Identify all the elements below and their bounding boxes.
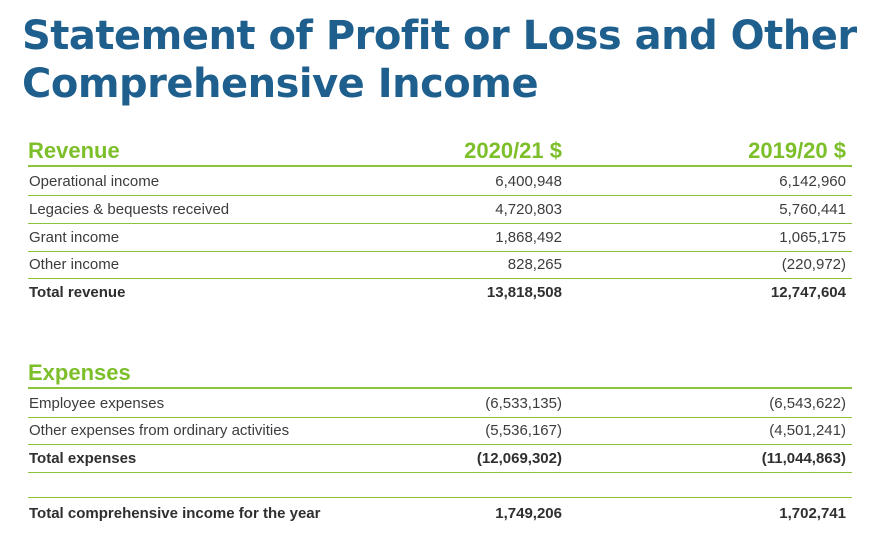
row-label: Other expenses from ordinary activities xyxy=(29,422,290,439)
total-revenue-row: Total revenue 13,818,508 12,747,604 xyxy=(28,279,852,306)
table-row: Operational income 6,400,948 6,142,960 xyxy=(28,168,852,196)
row-label: Legacies & bequests received xyxy=(29,201,230,218)
total-expenses-label: Total expenses xyxy=(29,450,137,467)
total-comprehensive-income-label: Total comprehensive income for the year xyxy=(29,505,321,522)
total-expenses-previous: (11,044,863) xyxy=(761,450,846,467)
total-revenue-label: Total revenue xyxy=(29,284,126,301)
page-title: Statement of Profit or Loss and Other Co… xyxy=(22,13,857,107)
column-header-current: 2020/21 $ xyxy=(464,138,562,163)
table-row: Employee expenses (6,533,135) (6,543,622… xyxy=(28,390,852,418)
total-revenue-current: 13,818,508 xyxy=(486,284,562,301)
row-value-previous: 1,065,175 xyxy=(779,229,846,246)
total-comprehensive-income-previous: 1,702,741 xyxy=(779,505,846,522)
row-label: Operational income xyxy=(29,173,160,190)
table-row: Other expenses from ordinary activities … xyxy=(28,417,852,445)
row-label: Employee expenses xyxy=(29,395,165,412)
row-value-current: (6,533,135) xyxy=(485,395,562,412)
total-comprehensive-income-row: Total comprehensive income for the year … xyxy=(28,500,852,527)
row-value-current: 6,400,948 xyxy=(495,173,562,190)
row-value-previous: (220,972) xyxy=(781,256,846,273)
row-value-current: 4,720,803 xyxy=(495,201,562,218)
total-comprehensive-income-current: 1,749,206 xyxy=(495,505,562,522)
row-value-previous: (6,543,622) xyxy=(769,395,846,412)
table-row: Grant income 1,868,492 1,065,175 xyxy=(28,224,852,252)
total-expenses-row: Total expenses (12,069,302) (11,044,863) xyxy=(28,445,852,473)
revenue-heading: Revenue xyxy=(28,138,120,163)
expenses-header: Expenses xyxy=(28,360,852,389)
row-value-previous: 6,142,960 xyxy=(779,173,846,190)
table-row: Other income 828,265 (220,972) xyxy=(28,251,852,279)
divider xyxy=(28,497,852,498)
row-value-previous: 5,760,441 xyxy=(779,201,846,218)
row-value-current: 828,265 xyxy=(507,256,562,273)
total-expenses-current: (12,069,302) xyxy=(476,450,562,467)
row-value-current: 1,868,492 xyxy=(495,229,562,246)
total-revenue-previous: 12,747,604 xyxy=(770,284,846,301)
row-label: Grant income xyxy=(29,229,120,246)
expenses-heading: Expenses xyxy=(28,360,131,385)
column-header-previous: 2019/20 $ xyxy=(748,138,846,163)
row-value-current: (5,536,167) xyxy=(485,422,562,439)
table-row: Legacies & bequests received 4,720,803 5… xyxy=(28,196,852,224)
row-label: Other income xyxy=(29,256,120,273)
revenue-header: Revenue 2020/21 $ 2019/20 $ xyxy=(28,138,852,167)
row-value-previous: (4,501,241) xyxy=(769,422,846,439)
